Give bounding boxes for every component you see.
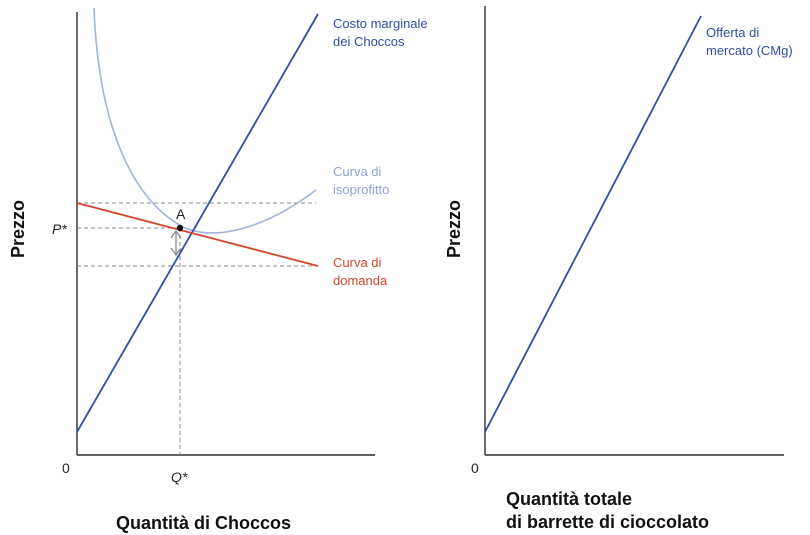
isoprofit-label-line1: Curva di [333, 164, 382, 179]
demand-label-line2: domanda [333, 273, 388, 288]
left-origin-label: 0 [62, 460, 70, 476]
right-origin-label: 0 [471, 460, 479, 476]
right-y-axis-title: Prezzo [444, 200, 464, 258]
right-x-axis-title-line2: di barrette di cioccolato [506, 512, 709, 532]
marginal-cost-label-line2: dei Choccos [333, 34, 405, 49]
point-a-label: A [176, 206, 186, 222]
p-star-tick-label: P* [52, 221, 67, 237]
isoprofit-curve [93, 7, 317, 234]
q-star-tick-label: Q* [171, 469, 188, 485]
left-chart: A P* 0 Q* Costo marginale dei Choccos Cu… [8, 7, 428, 533]
left-x-axis-title: Quantità di Choccos [116, 513, 291, 533]
market-supply-label-line2: mercato (CMg) [706, 43, 793, 58]
demand-curve [76, 202, 319, 267]
gap-double-arrow [170, 229, 182, 257]
right-chart: Offerta di mercato (CMg) 0 Prezzo Quanti… [444, 6, 793, 532]
right-x-axis-title-line1: Quantità totale [506, 489, 632, 509]
marginal-cost-line [76, 13, 319, 433]
left-y-axis-title: Prezzo [8, 200, 28, 258]
isoprofit-label-line2: isoprofitto [333, 182, 389, 197]
point-a [176, 224, 184, 232]
market-supply-line [484, 15, 702, 433]
market-supply-label-line1: Offerta di [706, 25, 759, 40]
marginal-cost-label-line1: Costo marginale [333, 16, 428, 31]
demand-label-line1: Curva di [333, 255, 382, 270]
